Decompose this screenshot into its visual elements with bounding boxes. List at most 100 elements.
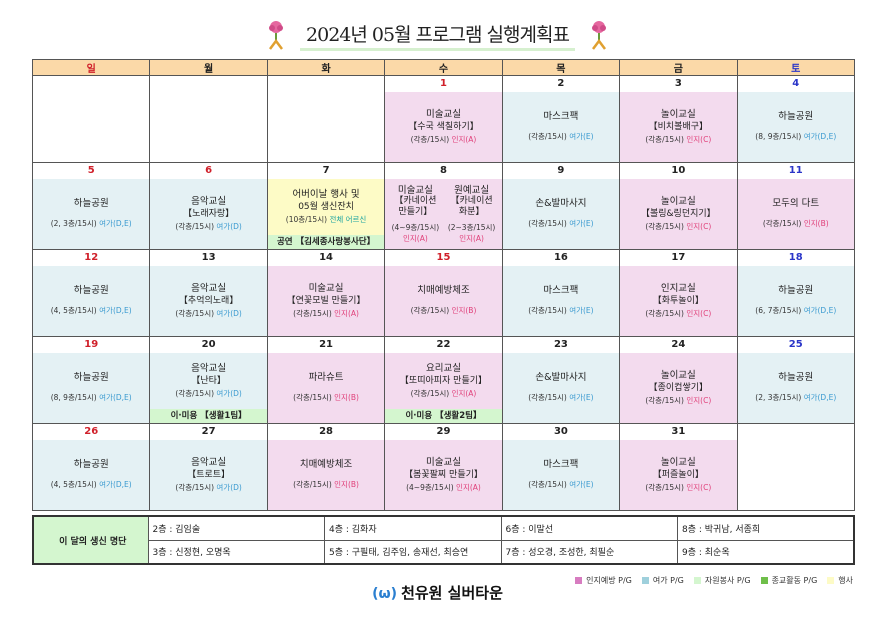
- day-content: 19 하늘공원 (8, 9층/15시) 여가(D,E): [33, 337, 150, 423]
- program-location: (2, 3층/15시): [50, 219, 97, 228]
- program: 미술교실 【봄꽃팔찌 만들기】 (4~9층/15시) 인지(A): [385, 440, 502, 510]
- date-number: 25: [737, 337, 854, 353]
- program-location: (각층/15시): [410, 388, 450, 398]
- program-category: 인지(B): [334, 480, 359, 489]
- date-number: 7: [267, 163, 385, 179]
- program-location: (각층/15시): [293, 480, 332, 489]
- program: 손&발마사지 (각층/15시) 여가(E): [502, 179, 620, 249]
- program-location: (각층/15시): [175, 388, 215, 398]
- program-title: 하늘공원: [778, 111, 814, 122]
- program-info: (6, 7층/15시) 여가(D,E): [755, 305, 836, 317]
- program-title: 음악교실: [191, 195, 227, 207]
- program-subtitle: 【난타】: [191, 375, 226, 386]
- day-content: 6 음악교실 【노래자랑】 (각층/15시) 여가(D): [150, 163, 267, 249]
- program: 하늘공원 (8, 9층/15시) 여가(D,E): [737, 92, 854, 162]
- program: 놀이교실 【비치볼배구】 (각층/15시) 인지(C): [620, 92, 737, 162]
- legend-label: 자원봉사 P/G: [704, 576, 751, 585]
- day-cell: 19 하늘공원 (8, 9층/15시) 여가(D,E): [31, 336, 151, 424]
- week-row: 12 하늘공원 (4, 5층/15시) 여가(D,E) 13 음악교실 【추억의노래】 (각…: [31, 249, 856, 337]
- program: 모두의 다트 (각층/15시) 인지(B): [737, 179, 854, 249]
- program-category: 여가(D,E): [803, 393, 837, 402]
- program-location: (2~3층/15시): [447, 222, 496, 232]
- program-location: (각층/15시): [528, 480, 567, 489]
- program-category: 인지(A): [456, 482, 481, 492]
- day-content: 23 손&발마사지 (각층/15시) 여가(E): [502, 337, 620, 423]
- day-cell: 14 미술교실 【연꽃모빌 만들기】 (각층/15시) 인지(A): [266, 249, 386, 337]
- program: 인지교실 【화투놀이】 (각층/15시) 인지(C): [620, 266, 737, 336]
- program-category: 인지(C): [686, 308, 712, 318]
- program-location: (4, 5층/15시): [50, 480, 97, 489]
- day-cell: 8 미술교실 【카네이션 만들기】 (4~9층/15시) 인지(A) 원예교실 【카네이션 …: [384, 162, 503, 250]
- program-category: 여가(E): [569, 219, 594, 228]
- volunteer-band: 이·미용 【생활2팀】: [385, 409, 502, 423]
- date-number: 26: [33, 424, 150, 440]
- program-info: (각층/15시) 인지(A): [411, 388, 477, 400]
- program-info: (각층/15시) 여가(E): [528, 305, 593, 317]
- day-content: 10 놀이교실 【볼링&링던지기】 (각층/15시) 인지(C): [620, 163, 737, 249]
- title-bar: 2024년 05월 프로그램 실행계획표: [0, 20, 875, 54]
- program-category: 여가(D,E): [99, 219, 132, 228]
- day-cell: 5 하늘공원 (2, 3층/15시) 여가(D,E): [31, 162, 151, 250]
- day-cell: 1 미술교실 【수국 색칠하기】 (각층/15시) 인지(A): [384, 75, 503, 163]
- program-subtitle: 05월 생신잔치: [298, 201, 354, 212]
- program-title: 파라슈트: [308, 372, 344, 383]
- legend-item: 행사: [827, 575, 853, 586]
- program-info: (8, 9층/15시) 여가(D,E): [51, 392, 132, 404]
- day-cell: 21 파라슈트 (각층/15시) 인지(B): [266, 336, 386, 424]
- date-number: 23: [502, 337, 620, 353]
- program-info: (각층/15시) 인지(B): [293, 392, 359, 404]
- day-cell: 17 인지교실 【화투놀이】 (각층/15시) 인지(C): [619, 249, 738, 337]
- omega-logo-icon: (ω): [372, 586, 398, 602]
- date-number: 31: [620, 424, 737, 440]
- program-title: 미술교실: [308, 282, 344, 294]
- program-location: (각층/15시): [645, 134, 684, 144]
- program-category: 여가(D,E): [803, 132, 837, 141]
- program-title: 손&발마사지: [535, 372, 587, 383]
- date-number: 27: [150, 424, 267, 440]
- day-content: 3 놀이교실 【비치볼배구】 (각층/15시) 인지(C): [620, 76, 737, 162]
- program-info: (10층/15시) 전체 어르신: [286, 214, 367, 226]
- day-cell: 28 치매예방체조 (각층/15시) 인지(B): [266, 423, 386, 511]
- date-number: 22: [385, 337, 502, 353]
- program-info: (2, 3층/15시) 여가(D,E): [51, 218, 132, 230]
- logo: (ω) 천유원 실버타운: [0, 582, 875, 603]
- program-item: 미술교실 【카네이션 만들기】 (4~9층/15시) 인지(A): [387, 181, 443, 247]
- program-title: 어버이날 행사 및: [292, 188, 360, 200]
- day-content: 7 어버이날 행사 및 05월 생신잔치 (10층/15시) 전체 어르신 공연 【김세…: [267, 163, 385, 249]
- birthday-entry: 3층 : 신정현, 오명옥: [147, 539, 325, 565]
- program-title: 놀이교실: [660, 195, 696, 207]
- program-title: 하늘공원: [73, 459, 109, 470]
- program-location: (4~9층/15시): [406, 482, 454, 492]
- day-cell: 2 마스크팩 (각층/15시) 여가(E): [501, 75, 621, 163]
- program: 놀이교실 【볼링&링던지기】 (각층/15시) 인지(C): [620, 179, 737, 249]
- legend-swatch: [827, 577, 835, 584]
- birthday-entry: 4층 : 김화자: [324, 515, 502, 541]
- program-subtitle: 【추억의노래】: [178, 295, 239, 306]
- day-content: 17 인지교실 【화투놀이】 (각층/15시) 인지(C): [620, 250, 737, 336]
- week-row: 19 하늘공원 (8, 9층/15시) 여가(D,E) 20 음악교실 【난타】 (각층/1…: [31, 336, 856, 424]
- program-info: (각층/15시) 인지(A): [293, 308, 359, 320]
- date-number: 16: [502, 250, 620, 266]
- program-title: 치매예방체조: [417, 285, 470, 296]
- program-subtitle: 【비치볼배구】: [648, 121, 709, 132]
- program-info: (4, 5층/15시) 여가(D,E): [51, 305, 132, 317]
- program-category: 인지(A): [402, 233, 428, 243]
- day-content: 14 미술교실 【연꽃모빌 만들기】 (각층/15시) 인지(A): [267, 250, 385, 336]
- program-info: (각층/15시) 여가(D): [175, 388, 241, 400]
- program-subtitle: 【봄꽃팔찌 만들기】: [404, 469, 483, 480]
- program-subtitle: 【카네이션 화분】: [450, 195, 493, 217]
- program-category: 인지(A): [451, 134, 477, 144]
- day-content: 30 마스크팩 (각층/15시) 여가(E): [502, 424, 620, 510]
- day-cell: 31 놀이교실 【퍼즐놀이】 (각층/15시) 인지(C): [619, 423, 738, 511]
- program-category: 인지(B): [451, 306, 477, 315]
- day-content: 27 음악교실 【트로트】 (각층/15시) 여가(D): [150, 424, 267, 510]
- date-number: 14: [267, 250, 385, 266]
- birthday-entry: 6층 : 이말선: [500, 515, 678, 541]
- day-cell: 20 음악교실 【난타】 (각층/15시) 여가(D) 이·미용 【생활1팀】: [149, 336, 268, 424]
- program: 요리교실 【또띠아피자 만들기】 (각층/15시) 인지(A): [385, 353, 502, 409]
- program-category: 인지(C): [686, 221, 712, 231]
- day-content: 18 하늘공원 (6, 7층/15시) 여가(D,E): [737, 250, 854, 336]
- program-category: 여가(D,E): [99, 393, 132, 402]
- program-location: (각층/15시): [528, 132, 567, 141]
- program-title: 미술교실: [397, 184, 433, 196]
